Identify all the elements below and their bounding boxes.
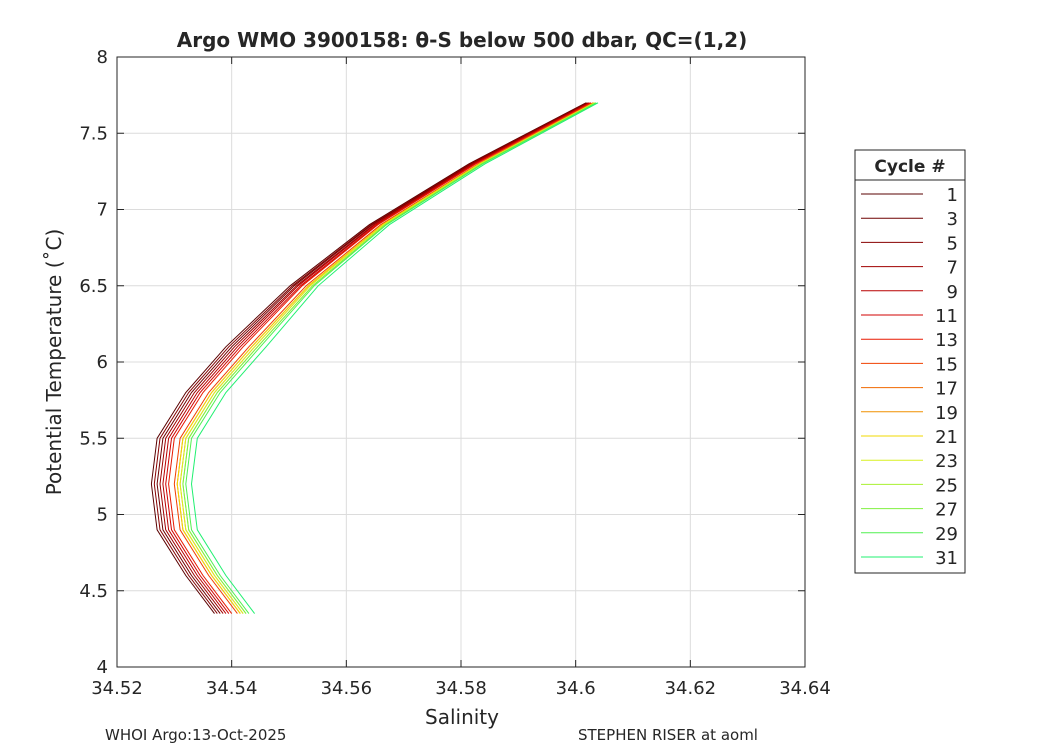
axis-ticks: 34.52 34.54 34.56 34.58 34.6 34.62 34.64 4 4.5 5 5… [79, 47, 830, 699]
x-axis-label: Salinity [425, 705, 499, 729]
legend-label: 25 [935, 475, 958, 496]
y-tick-label: 8 [97, 47, 108, 68]
legend-label: 17 [935, 379, 958, 400]
footer-right: STEPHEN RISER at aoml [578, 726, 758, 744]
y-axis-label: Potential Temperature (˚C) [42, 229, 66, 496]
y-tick-label: 7.5 [79, 123, 108, 144]
legend-label: 9 [947, 282, 958, 303]
series-line-cycle-3 [156, 102, 588, 614]
legend-label: 5 [947, 233, 958, 254]
y-tick-label: 6 [97, 352, 108, 373]
legend-label: 13 [935, 330, 958, 351]
y-tick-label: 7 [97, 200, 108, 221]
y-tick-label: 4.5 [79, 581, 108, 602]
legend-label: 3 [947, 209, 958, 230]
series-line-cycle-9 [162, 102, 590, 614]
legend-label: 19 [935, 403, 958, 424]
x-tick-label: 34.52 [91, 678, 143, 699]
series-line-cycle-11 [165, 102, 591, 614]
legend-label: 23 [935, 451, 958, 472]
legend-label: 15 [935, 354, 958, 375]
legend-box [854, 149, 966, 574]
series-line-cycle-5 [153, 102, 588, 614]
series-line-cycle-29 [185, 102, 597, 614]
x-tick-label: 34.58 [435, 678, 487, 699]
legend-label: 11 [935, 306, 958, 327]
legend-label: 29 [935, 524, 958, 545]
y-tick-label: 5.5 [79, 428, 108, 449]
series-lines [150, 102, 599, 614]
y-tick-label: 4 [97, 657, 108, 678]
x-tick-label: 34.64 [779, 678, 831, 699]
series-line-cycle-23 [179, 102, 595, 614]
y-tick-label: 6.5 [79, 276, 108, 297]
series-line-cycle-13 [168, 102, 592, 614]
legend-label: 1 [947, 185, 958, 206]
chart-title: Argo WMO 3900158: θ-S below 500 dbar, QC… [177, 28, 747, 52]
legend-label: 27 [935, 500, 958, 521]
series-line-cycle-31 [190, 102, 599, 614]
series-line-cycle-1 [150, 102, 587, 614]
series-line-cycle-27 [182, 102, 596, 614]
y-tick-label: 5 [97, 505, 108, 526]
series-line-cycle-7 [159, 102, 590, 614]
series-line-cycle-21 [176, 102, 595, 614]
legend-title: Cycle # [874, 157, 945, 177]
legend-label: 31 [935, 548, 958, 569]
x-tick-label: 34.6 [556, 678, 596, 699]
legend-label: 21 [935, 427, 958, 448]
legend-label: 7 [947, 258, 958, 279]
x-tick-label: 34.62 [665, 678, 717, 699]
x-tick-label: 34.54 [206, 678, 258, 699]
footer-left: WHOI Argo:13-Oct-2025 [105, 726, 286, 744]
series-line-cycle-15 [173, 102, 594, 614]
x-tick-label: 34.56 [321, 678, 373, 699]
